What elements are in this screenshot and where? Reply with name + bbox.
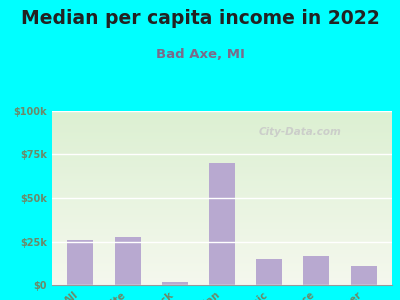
- Bar: [351, 266, 377, 285]
- Bar: [114, 237, 140, 285]
- Bar: [304, 256, 330, 285]
- Bar: [67, 240, 93, 285]
- Text: Bad Axe, MI: Bad Axe, MI: [156, 48, 244, 61]
- Bar: [256, 259, 282, 285]
- Text: Median per capita income in 2022: Median per capita income in 2022: [21, 9, 379, 28]
- Text: City-Data.com: City-Data.com: [259, 127, 342, 137]
- Bar: [162, 282, 188, 285]
- Bar: [209, 163, 235, 285]
